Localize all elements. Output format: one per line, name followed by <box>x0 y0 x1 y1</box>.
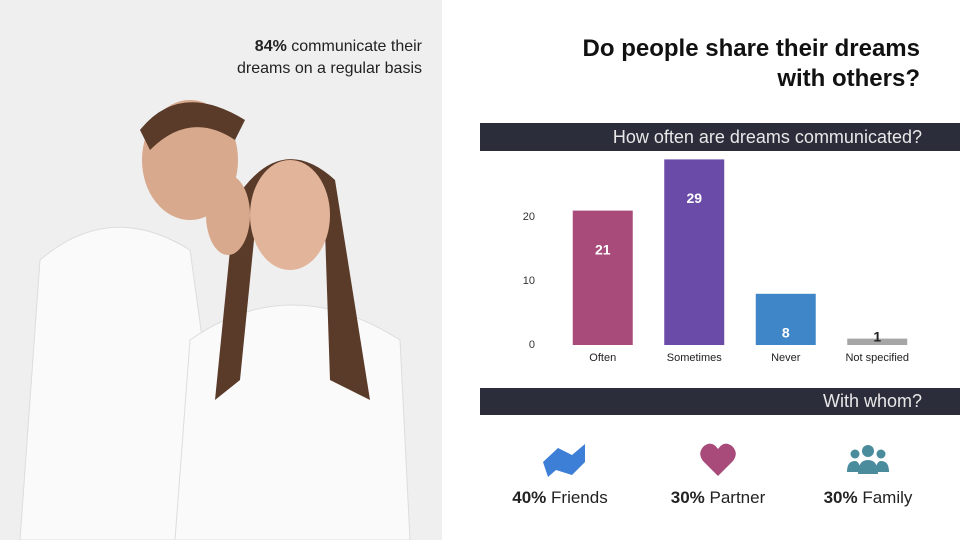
icon-people <box>847 445 889 474</box>
x-tick-label: Sometimes <box>667 352 723 364</box>
bar <box>847 338 908 345</box>
chart-title: How often are dreams communicated? <box>480 123 960 151</box>
whom-label: Family <box>862 488 913 507</box>
whom-percent: 40% <box>512 488 547 507</box>
whom-label: Friends <box>551 488 608 507</box>
value-label: 1 <box>873 328 881 344</box>
y-tick-label: 0 <box>529 339 535 351</box>
caption-highlight: 84% <box>254 38 287 55</box>
whom-item: 30% Family <box>788 488 948 508</box>
value-label: 29 <box>686 190 702 206</box>
caption-text: communicate their dreams on a regular ba… <box>237 38 422 77</box>
icon-handshake <box>543 444 585 477</box>
bar <box>664 159 725 345</box>
x-tick-label: Never <box>771 352 801 364</box>
y-tick-label: 10 <box>523 275 535 287</box>
whom-item: 30% Partner <box>638 488 798 508</box>
value-label: 8 <box>782 325 790 341</box>
whom-item: 40% Friends <box>480 488 640 508</box>
whom-title: With whom? <box>480 388 960 415</box>
y-tick-label: 20 <box>523 211 535 223</box>
x-tick-label: Not specified <box>845 352 909 364</box>
bar <box>755 293 816 345</box>
value-label: 21 <box>595 241 611 257</box>
photo-caption: 84% communicate their dreams on a regula… <box>200 36 422 80</box>
slide-title: Do people share their dreams with others… <box>582 35 920 92</box>
whom-percent: 30% <box>823 488 858 507</box>
photo-figures <box>19 100 411 540</box>
icon-heart <box>700 443 736 476</box>
bar <box>572 210 633 345</box>
whom-percent: 30% <box>670 488 705 507</box>
x-tick-label: Often <box>589 352 616 364</box>
whom-label: Partner <box>709 488 766 507</box>
